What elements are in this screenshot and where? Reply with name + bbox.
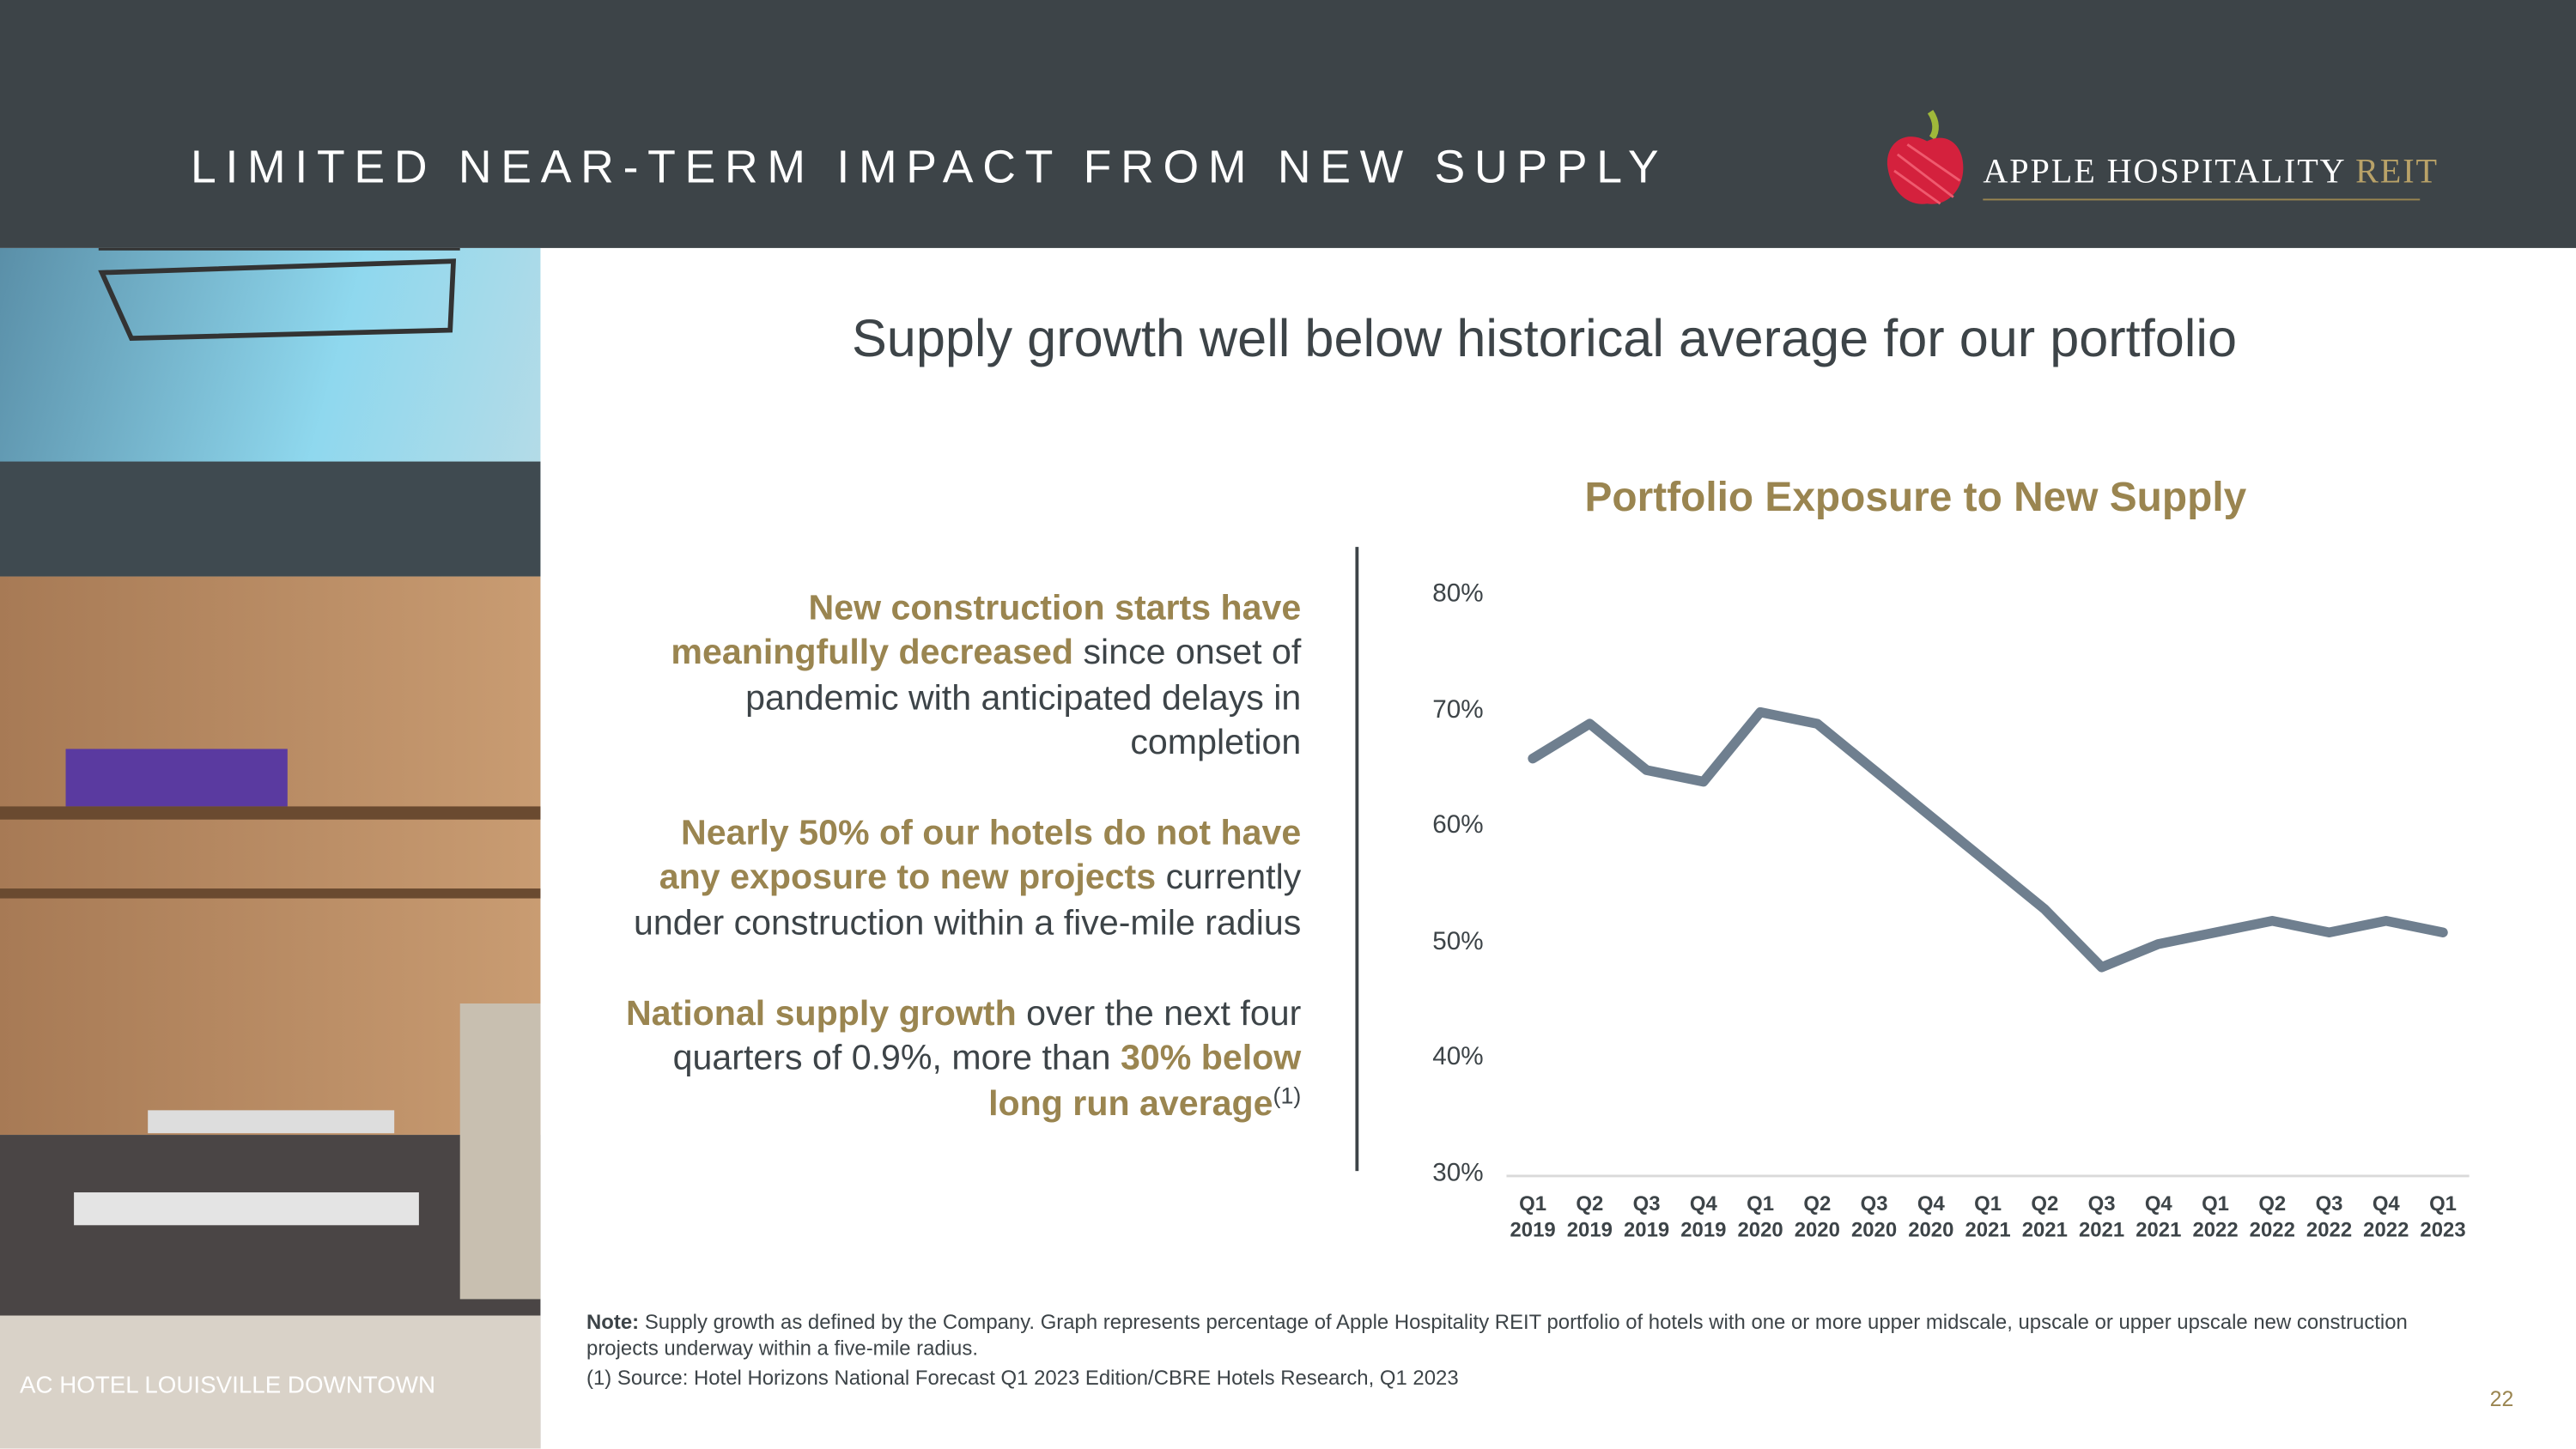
data-line <box>1528 706 2448 973</box>
subtitle: Supply growth well below historical aver… <box>851 308 2238 368</box>
bullet-text: since onset of pandemic with anticipated… <box>745 633 1302 762</box>
photo-caption: AC HOTEL LOUISVILLE DOWNTOWN <box>19 1373 436 1400</box>
x-tick-label: Q1 2019 <box>1510 1192 1556 1242</box>
x-tick-label: Q2 2020 <box>1794 1192 1840 1242</box>
divider <box>1355 547 1359 1172</box>
bullet-text: currently under construction within a fi… <box>633 858 1302 943</box>
chart-title: Portfolio Exposure to New Supply <box>1584 474 2247 521</box>
notes: Note: Supply growth as defined by the Co… <box>586 1309 2410 1391</box>
logo-icon <box>1886 109 1964 205</box>
x-tick-label: Q2 2022 <box>2249 1192 2295 1242</box>
bullet-list: New construction starts have meaningfull… <box>624 586 1301 1173</box>
note-text: Supply growth as defined by the Company.… <box>586 1310 2408 1361</box>
x-tick-label: Q3 2020 <box>1850 1192 1898 1242</box>
bullet-text: (1) <box>1273 1082 1302 1108</box>
x-tick-label: Q2 2019 <box>1566 1192 1613 1242</box>
x-tick-label: Q1 2023 <box>2420 1192 2466 1242</box>
y-tick-label: 30% <box>1432 1159 1484 1188</box>
bullet-text: National supply growth <box>625 993 1017 1034</box>
x-tick-label: Q4 2019 <box>1680 1192 1727 1242</box>
y-tick-label: 60% <box>1432 811 1484 840</box>
slide-title: LIMITED NEAR-TERM IMPACT FROM NEW SUPPLY <box>190 141 1668 192</box>
y-tick-label: 80% <box>1432 579 1484 608</box>
bullet: New construction starts have meaningfull… <box>624 586 1301 766</box>
bullet-text: New construction starts have meaningfull… <box>671 587 1302 673</box>
x-tick-label: Q3 2021 <box>2078 1192 2125 1242</box>
logo-name: APPLE HOSPITALITY <box>1983 151 2346 191</box>
x-tick-label: Q1 2021 <box>1965 1192 2011 1242</box>
bullet: Nearly 50% of our hotels do not have any… <box>624 812 1301 947</box>
logo-suffix: REIT <box>2355 151 2439 191</box>
bullet-text: 30% below long run average <box>988 1038 1302 1124</box>
hotel-photo <box>0 247 541 1449</box>
bullet-text: Nearly 50% of our hotels do not have any… <box>659 813 1302 898</box>
x-tick-label: Q1 2020 <box>1737 1192 1783 1242</box>
bullet: National supply growth over the next fou… <box>624 992 1301 1127</box>
source: (1) Source: Hotel Horizons National Fore… <box>586 1366 1459 1390</box>
x-tick-label: Q4 2022 <box>2363 1192 2409 1242</box>
y-tick-label: 50% <box>1432 927 1484 956</box>
bullet-text: over the next four quarters of 0.9%, mor… <box>672 993 1302 1078</box>
logo-rule <box>1983 198 2421 201</box>
x-tick-label: Q3 2019 <box>1623 1192 1670 1242</box>
x-tick-label: Q2 2021 <box>2021 1192 2068 1242</box>
note-label: Note: <box>586 1310 640 1334</box>
note: Note: Supply growth as defined by the Co… <box>586 1309 2410 1361</box>
logo-text: APPLE HOSPITALITY REIT <box>1983 151 2439 192</box>
x-tick-label: Q1 2022 <box>2192 1192 2239 1242</box>
page-number: 22 <box>2489 1385 2514 1411</box>
x-tick-label: Q4 2021 <box>2136 1192 2182 1242</box>
x-tick-label: Q4 2020 <box>1908 1192 1954 1242</box>
y-tick-label: 40% <box>1432 1043 1484 1072</box>
x-tick-label: Q3 2022 <box>2306 1192 2353 1242</box>
y-tick-label: 70% <box>1432 695 1484 724</box>
header-bar <box>0 0 2576 248</box>
